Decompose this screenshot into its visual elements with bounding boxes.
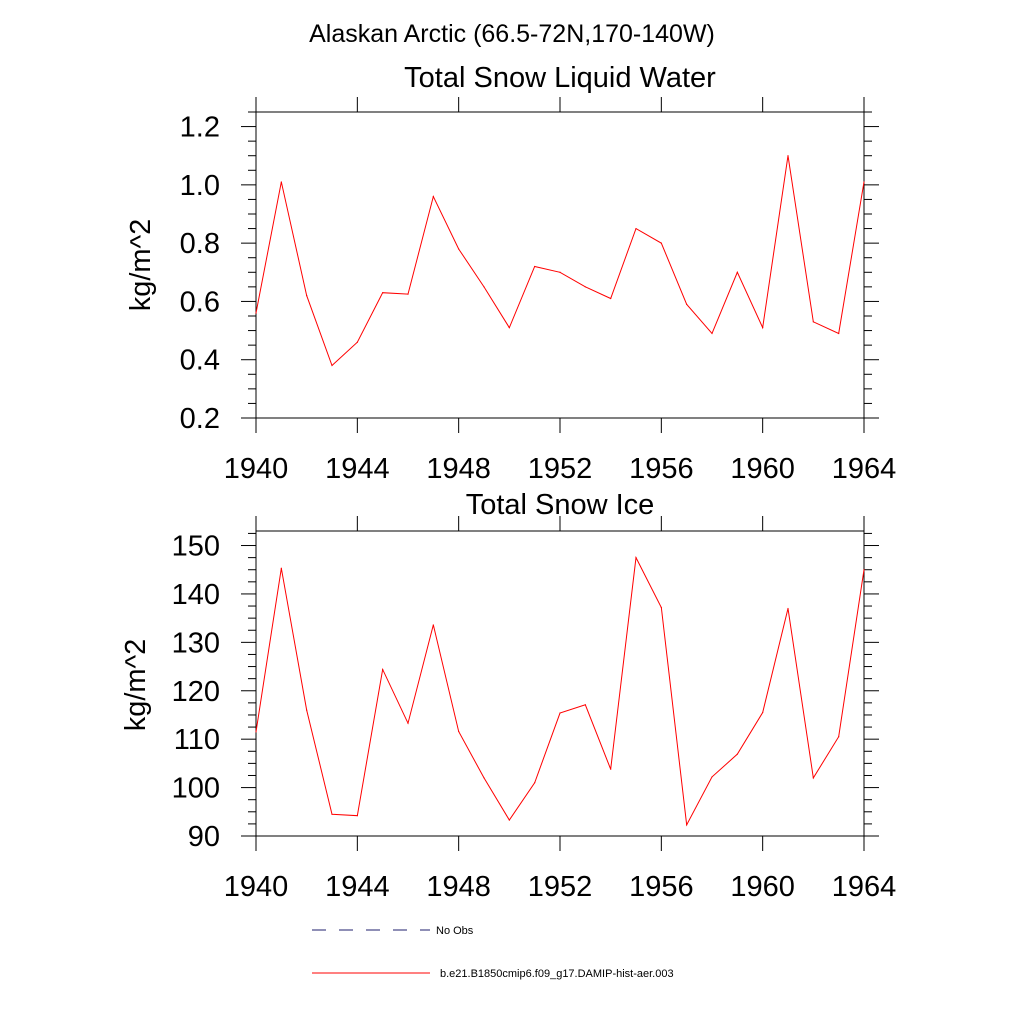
panel-snow-liquid-water: Total Snow Liquid Water kg/m^2 1940 1944 194…: [125, 62, 896, 485]
data-point: [458, 730, 460, 733]
y-axis-label: kg/m^2: [125, 219, 157, 312]
data-point: [863, 181, 865, 183]
data-point: [382, 292, 384, 294]
y-tick-label: 0.8: [180, 228, 220, 260]
data-point: [812, 777, 814, 779]
x-tick-label: 1944: [325, 453, 390, 485]
y-tick-label: 140: [172, 579, 220, 611]
data-point: [382, 668, 384, 671]
data-point: [407, 293, 409, 295]
panel-snow-ice: Total Snow Ice kg/m^2 1940 1944 1948 1952 1956…: [120, 489, 896, 903]
data-point: [483, 286, 485, 288]
data-point: [787, 607, 789, 610]
data-point: [356, 815, 358, 817]
x-tick-label: 1956: [629, 453, 694, 485]
chart-title: Total Snow Ice: [466, 489, 655, 521]
data-point: [458, 248, 460, 250]
data-point: [483, 777, 485, 779]
x-tick-label: 1964: [832, 871, 897, 903]
data-point: [736, 271, 738, 273]
y-tick-label: 0.4: [180, 345, 220, 377]
data-point: [432, 195, 434, 198]
data-point: [508, 327, 510, 329]
y-tick-label: 130: [172, 627, 220, 659]
x-tick-label: 1952: [528, 453, 593, 485]
data-point: [255, 731, 257, 733]
data-point: [356, 341, 358, 343]
x-tick-label: 1956: [629, 871, 694, 903]
data-point: [686, 824, 688, 826]
y-tick-label: 120: [172, 676, 220, 708]
x-tick-label: 1944: [325, 871, 390, 903]
y-axis-label: kg/m^2: [120, 639, 152, 732]
x-tick-label: 1960: [730, 453, 795, 485]
plot-frame: [255, 530, 865, 837]
chart-title: Total Snow Liquid Water: [404, 62, 716, 94]
legend-model-label: b.e21.B1850cmip6.f09_g17.DAMIP-hist-aer.…: [440, 968, 674, 980]
data-point: [812, 321, 814, 323]
data-point: [736, 753, 738, 755]
data-point: [407, 722, 409, 724]
data-point: [711, 332, 713, 335]
data-point: [762, 327, 764, 329]
x-tick-label: 1948: [426, 871, 491, 903]
data-point: [635, 227, 637, 230]
legend: No Obs b.e21.B1850cmip6.f09_g17.DAMIP-hi…: [312, 925, 674, 980]
data-point: [711, 776, 713, 778]
data-point: [534, 782, 536, 784]
data-point: [559, 712, 561, 714]
data-point: [508, 819, 510, 821]
data-point: [762, 711, 764, 714]
data-point: [610, 297, 612, 300]
data-point: [255, 312, 257, 314]
y-tick-label: 150: [172, 531, 220, 563]
data-point: [610, 768, 612, 770]
data-point: [534, 265, 536, 268]
y-tick-label: 90: [188, 821, 220, 853]
data-point: [331, 813, 333, 815]
data-point: [584, 704, 586, 706]
data-point: [660, 242, 662, 244]
data-point: [863, 569, 865, 571]
y-tick-label: 0.2: [180, 403, 220, 435]
data-point: [280, 181, 282, 183]
y-tick-label: 1.0: [180, 170, 220, 202]
data-point: [306, 709, 308, 711]
x-tick-label: 1948: [426, 453, 491, 485]
legend-no-obs-label: No Obs: [436, 925, 474, 937]
data-point: [559, 271, 561, 273]
series-line: [255, 555, 865, 827]
data-point: [331, 364, 333, 367]
figure-suptitle: Alaskan Arctic (66.5-72N,170-140W): [309, 20, 715, 48]
data-point: [838, 332, 840, 335]
x-tick-label: 1940: [224, 871, 289, 903]
y-tick-label: 0.6: [180, 286, 220, 318]
data-point: [584, 286, 586, 288]
data-point: [838, 736, 840, 738]
data-point: [787, 155, 789, 157]
x-tick-label: 1940: [224, 453, 289, 485]
data-point: [686, 303, 688, 305]
data-point: [432, 624, 434, 626]
y-tick-label: 110: [174, 724, 220, 756]
data-point: [635, 557, 637, 559]
data-point: [306, 295, 308, 297]
x-tick-label: 1964: [832, 453, 897, 485]
y-tick-label: 100: [172, 773, 220, 805]
series-line: [255, 155, 865, 367]
y-tick-label: 1.2: [180, 112, 220, 144]
x-tick-label: 1952: [528, 871, 593, 903]
plot-frame: [255, 111, 865, 419]
data-point: [660, 606, 662, 609]
x-tick-label: 1960: [730, 871, 795, 903]
data-point: [280, 567, 282, 569]
